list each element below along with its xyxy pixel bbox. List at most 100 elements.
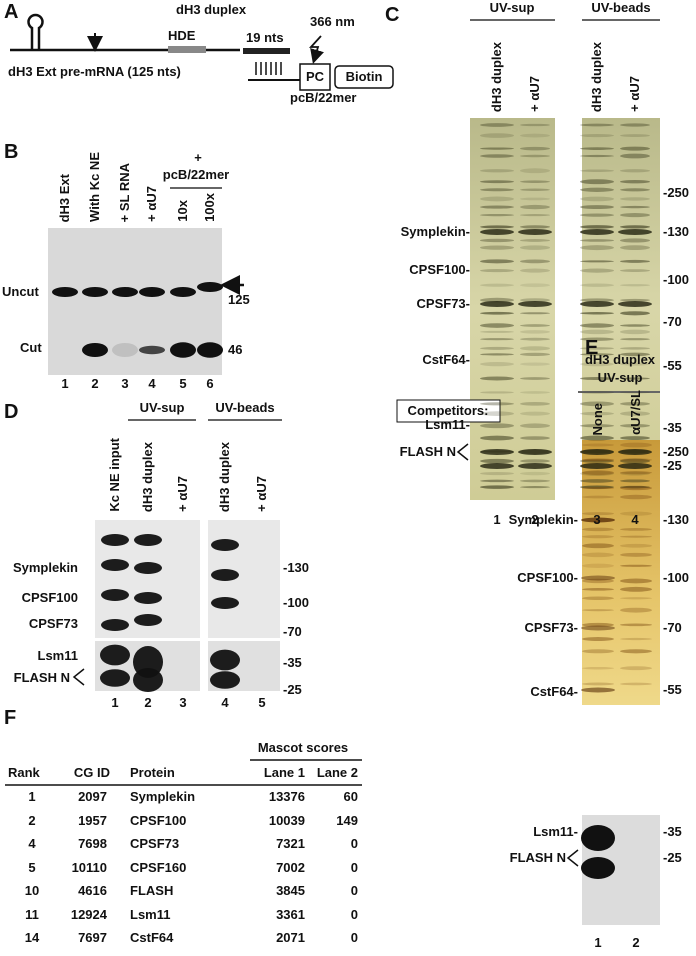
lane-label: dH3 duplex — [489, 41, 504, 112]
band — [582, 596, 614, 601]
band — [197, 282, 223, 292]
band — [520, 486, 550, 489]
band — [580, 479, 614, 483]
band — [620, 607, 652, 613]
table-cell: 14 — [24, 930, 40, 945]
band — [52, 287, 78, 297]
band — [520, 259, 550, 264]
band — [112, 287, 138, 297]
band — [480, 301, 514, 307]
lane-label: dH3 Ext — [57, 173, 72, 222]
band — [620, 180, 650, 184]
band — [618, 463, 652, 469]
lane-label: dH3 duplex — [589, 41, 604, 112]
band — [480, 463, 514, 469]
column-header: Lane 2 — [316, 765, 358, 780]
band — [520, 268, 550, 273]
band — [620, 205, 650, 209]
table-cell: FLASH — [130, 883, 174, 898]
band — [518, 449, 552, 455]
band — [170, 342, 196, 358]
label: Uncut — [2, 284, 39, 299]
band — [480, 259, 514, 264]
band — [520, 471, 550, 476]
band — [620, 259, 650, 263]
marker-label: -35 — [663, 824, 682, 839]
panel-label: A — [4, 1, 19, 23]
band — [620, 423, 650, 428]
band — [480, 283, 514, 287]
marker-label: -130 — [663, 224, 690, 239]
label: HDE — [168, 28, 196, 43]
band — [582, 588, 614, 591]
band — [211, 569, 239, 581]
band — [581, 687, 615, 693]
band — [620, 347, 650, 350]
table-cell: 2097 — [78, 789, 107, 804]
band — [480, 423, 514, 429]
table-cell: 0 — [350, 883, 358, 898]
band — [580, 245, 614, 251]
band — [580, 283, 614, 287]
band — [580, 123, 614, 127]
band — [582, 682, 614, 686]
band — [580, 229, 614, 235]
band — [520, 123, 550, 127]
band — [620, 471, 650, 476]
band — [581, 857, 615, 879]
band — [580, 459, 614, 463]
band — [620, 535, 652, 538]
band — [582, 470, 614, 476]
band — [620, 153, 650, 159]
lane-number: 4 — [221, 695, 229, 710]
band — [580, 154, 614, 158]
band — [580, 362, 614, 367]
band — [580, 449, 614, 455]
column-header: Lane 1 — [263, 765, 305, 780]
protein-label: CPSF100- — [517, 570, 578, 585]
table-cell: 10 — [24, 883, 40, 898]
label: pcB/22mer — [162, 167, 230, 182]
band — [620, 637, 652, 641]
lane-number: 3 — [121, 376, 129, 391]
band — [620, 391, 650, 394]
band — [620, 458, 650, 464]
band — [618, 229, 652, 235]
protein-label: CstF64- — [422, 352, 470, 367]
band — [211, 539, 239, 551]
band — [82, 343, 108, 357]
band — [134, 592, 162, 604]
band — [520, 459, 550, 463]
band — [520, 204, 550, 210]
table-cell: CstF64 — [130, 930, 174, 945]
band — [480, 169, 514, 173]
label: + — [194, 150, 202, 165]
band — [520, 283, 550, 288]
label: UV-sup — [139, 400, 185, 415]
band — [580, 268, 614, 273]
band — [101, 534, 129, 546]
marker-label: -100 — [283, 595, 310, 610]
band — [520, 312, 550, 315]
marker-label: -250 — [663, 185, 690, 200]
band — [480, 330, 514, 333]
band — [620, 411, 650, 416]
panel-label: D — [4, 401, 19, 423]
band — [620, 623, 652, 627]
band — [480, 479, 514, 483]
band — [520, 391, 550, 394]
band — [518, 301, 552, 307]
lane-number: 1 — [61, 376, 69, 391]
table-cell: 12924 — [70, 906, 107, 922]
band — [480, 485, 514, 489]
band — [582, 527, 614, 532]
band — [580, 485, 614, 489]
lane-number: 6 — [206, 376, 214, 391]
table-cell: CPSF73 — [130, 836, 180, 851]
marker-label: -70 — [663, 620, 682, 635]
band — [101, 559, 129, 571]
marker-label: -25 — [663, 458, 682, 473]
band — [580, 133, 614, 138]
protein-label: FLASH N — [399, 444, 456, 459]
band — [520, 402, 550, 406]
